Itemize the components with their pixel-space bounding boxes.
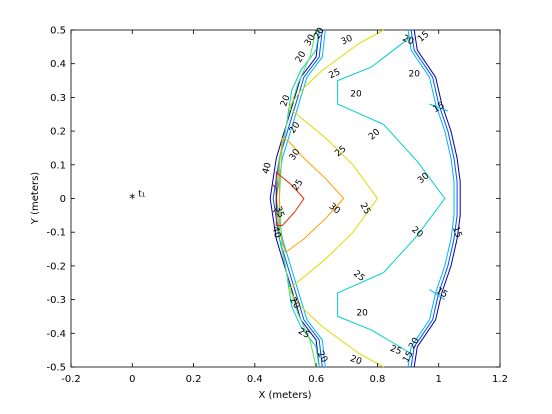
y-axis-ticks: -0.5 -0.4 -0.3 -0.2 -0.1 0 0.1 0.2 0.3 0.4 0.5 [46,26,500,374]
contour-label: 25 [296,327,311,341]
contour-label: 15 [401,350,415,365]
contour-label: 30 [340,33,355,47]
y-tick-label: 0.2 [50,127,66,138]
contour-label: 20 [350,90,362,100]
source-marker-group: * t₁ [129,190,146,206]
plot-area [70,29,501,368]
x-tick-label: 0 [129,374,135,385]
x-tick-label: -0.2 [61,374,81,385]
contour-line-15-7 [429,289,446,301]
contour-label: 15 [432,101,447,115]
contour-label: 25 [358,201,372,216]
contour-line-15-5 [407,29,455,368]
y-tick-label: 0 [60,194,66,205]
contour-label: 15 [434,286,449,300]
x-tick-label: 0.4 [247,374,263,385]
contour-line-15-0 [269,29,320,368]
x-tick-label: 0.8 [369,374,385,385]
y-tick-label: 0.4 [50,59,66,70]
x-tick-label: 1 [436,374,442,385]
contour-label: 20 [401,34,416,48]
contour-line-15-3 [410,29,458,368]
contour-label: 40 [261,161,274,175]
contour-line-25-11 [287,29,384,368]
y-axis-label: Y (meters) [30,172,41,225]
contour-label: 20 [349,354,363,367]
x-axis-ticks: -0.2 0 0.2 0.4 0.6 0.8 1 1.2 [61,30,508,385]
contour-label: 25 [327,67,342,81]
contour-lines [269,29,461,368]
y-tick-label: -0.4 [46,329,66,340]
x-axis-label: X (meters) [258,390,311,401]
contour-label: 35 [272,205,285,219]
contour-line-20-9 [337,36,446,354]
contour-line-30-12 [278,137,345,254]
contour-label: 40 [270,226,283,240]
y-tick-label: -0.3 [46,295,66,306]
x-tick-label: 1.2 [492,374,508,385]
y-tick-label: -0.5 [46,363,66,374]
source-label: t₁ [138,190,146,200]
contour-line-15-6 [429,103,449,112]
y-tick-label: 0.5 [50,26,66,37]
x-tick-label: 0.2 [186,374,202,385]
contour-label: 20 [408,69,420,79]
contour-label: 20 [279,94,292,108]
y-tick-label: -0.1 [46,228,66,239]
contour-line-15-1 [413,29,461,368]
source-marker: * [129,192,135,206]
contour-label: 15 [450,225,463,239]
contour-label: 20 [356,309,368,319]
contour-label: 25 [389,344,403,357]
contour-line-15-2 [272,29,323,368]
y-tick-label: 0.1 [50,160,66,171]
y-tick-label: -0.2 [46,261,66,272]
contour-line-40-14 [272,184,277,213]
y-tick-label: 0.3 [50,93,66,104]
x-tick-label: 0.6 [308,374,324,385]
